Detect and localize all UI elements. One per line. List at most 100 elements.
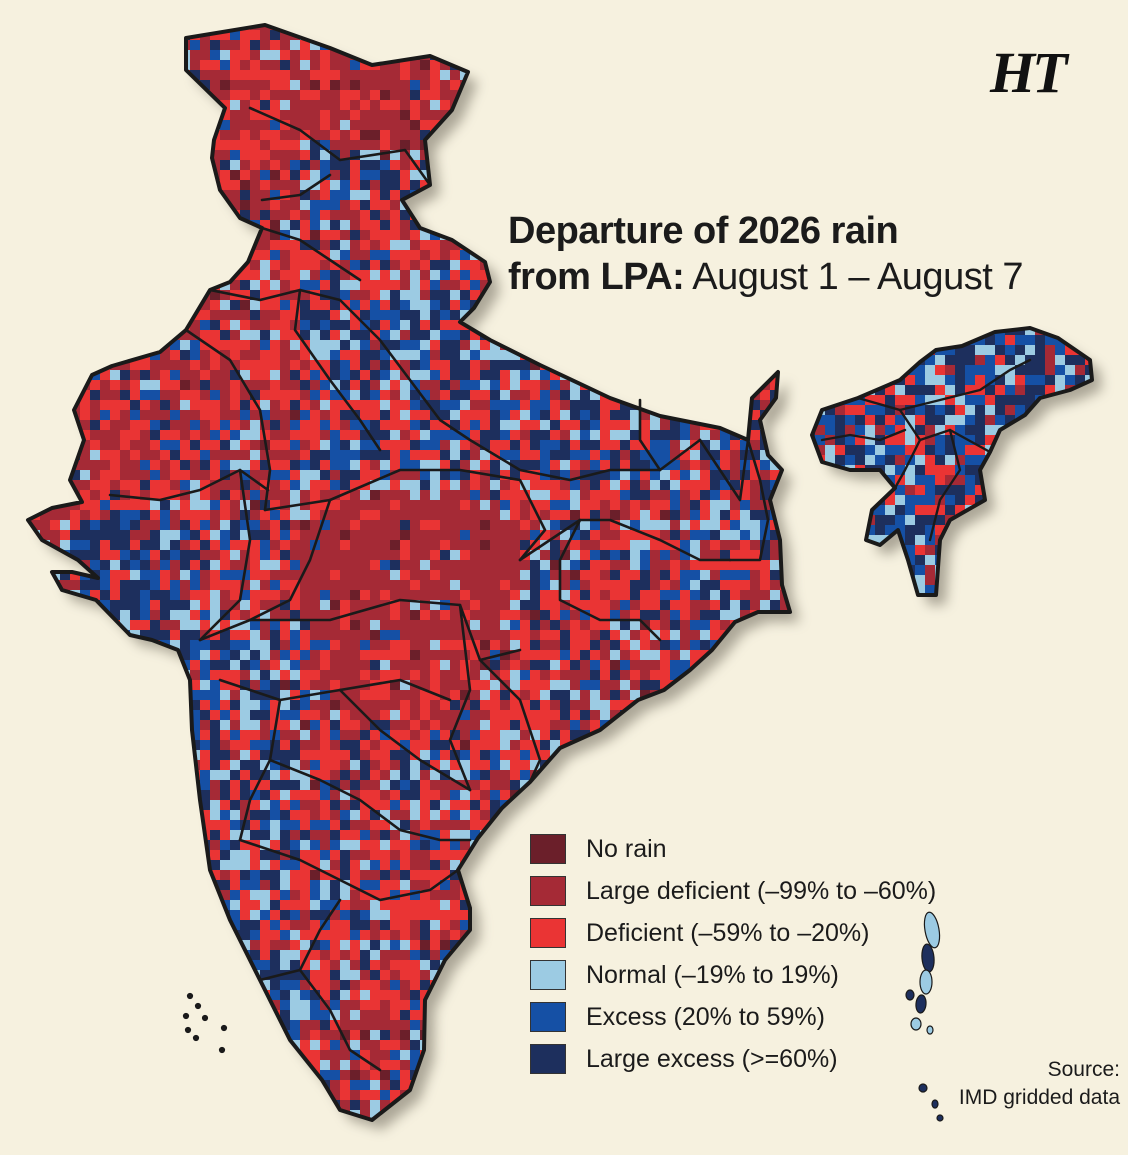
mainland-grid-cell bbox=[280, 640, 291, 651]
mainland-grid-cell bbox=[390, 590, 401, 601]
mainland-grid-cell bbox=[580, 330, 591, 341]
mainland-grid-cell bbox=[430, 570, 441, 581]
mainland-grid-cell bbox=[620, 460, 631, 471]
mainland-grid-cell bbox=[700, 430, 711, 441]
mainland-grid-cell bbox=[70, 480, 81, 491]
mainland-grid-cell bbox=[110, 610, 121, 621]
mainland-grid-cell bbox=[260, 470, 271, 481]
mainland-grid-cell bbox=[770, 130, 781, 141]
mainland-grid-cell bbox=[430, 450, 441, 461]
mainland-grid-cell bbox=[380, 25, 391, 31]
mainland-grid-cell bbox=[210, 60, 221, 71]
mainland-grid-cell bbox=[450, 550, 461, 561]
mainland-grid-cell bbox=[620, 590, 631, 601]
mainland-grid-cell bbox=[650, 120, 661, 131]
mainland-grid-cell bbox=[510, 640, 521, 651]
mainland-grid-cell bbox=[690, 360, 701, 371]
mainland-grid-cell bbox=[780, 360, 790, 371]
mainland-grid-cell bbox=[570, 90, 581, 101]
mainland-grid-cell bbox=[340, 100, 351, 111]
mainland-grid-cell bbox=[320, 560, 331, 571]
mainland-grid-cell bbox=[600, 160, 611, 171]
mainland-grid-cell bbox=[180, 390, 191, 401]
mainland-grid-cell bbox=[550, 320, 561, 331]
mainland-grid-cell bbox=[340, 520, 351, 531]
mainland-grid-cell bbox=[270, 520, 281, 531]
mainland-grid-cell bbox=[640, 300, 651, 311]
mainland-grid-cell bbox=[630, 50, 641, 61]
mainland-grid-cell bbox=[600, 310, 611, 321]
mainland-grid-cell bbox=[570, 110, 581, 121]
mainland-grid-cell bbox=[560, 25, 571, 31]
mainland-grid-cell bbox=[700, 60, 711, 71]
mainland-grid-cell bbox=[210, 500, 221, 511]
mainland-grid-cell bbox=[680, 560, 691, 571]
mainland-grid-cell bbox=[660, 330, 671, 341]
mainland-grid-cell bbox=[580, 480, 591, 491]
mainland-grid-cell bbox=[280, 510, 291, 521]
mainland-grid-cell bbox=[760, 460, 771, 471]
mainland-grid-cell bbox=[510, 360, 521, 371]
mainland-grid-cell bbox=[120, 190, 131, 201]
mainland-grid-cell bbox=[290, 630, 301, 641]
mainland-grid-cell bbox=[550, 390, 561, 401]
mainland-grid-cell bbox=[320, 100, 331, 111]
mainland-grid-cell bbox=[280, 580, 291, 591]
mainland-grid-cell bbox=[550, 550, 561, 561]
mainland-grid-cell bbox=[400, 210, 411, 221]
mainland-grid-cell bbox=[720, 110, 731, 121]
mainland-grid-cell bbox=[200, 200, 211, 211]
mainland-grid-cell bbox=[130, 480, 141, 491]
mainland-grid-cell bbox=[750, 500, 761, 511]
mainland-grid-cell bbox=[490, 370, 501, 381]
mainland-grid-cell bbox=[320, 310, 331, 321]
mainland-grid-cell bbox=[320, 480, 331, 491]
mainland-grid-cell bbox=[630, 610, 641, 621]
mainland-grid-cell bbox=[160, 500, 171, 511]
mainland-grid-cell bbox=[500, 310, 511, 321]
mainland-grid-cell bbox=[220, 430, 231, 441]
mainland-grid-cell bbox=[260, 360, 271, 371]
mainland-grid-cell bbox=[630, 130, 641, 141]
mainland-grid-cell bbox=[530, 140, 541, 151]
mainland-grid-cell bbox=[250, 30, 261, 41]
mainland-grid-cell bbox=[270, 370, 281, 381]
mainland-grid-cell bbox=[120, 380, 131, 391]
mainland-grid-cell bbox=[720, 540, 731, 551]
mainland-grid-cell bbox=[50, 620, 61, 631]
mainland-grid-cell bbox=[30, 470, 41, 481]
mainland-grid-cell bbox=[620, 30, 631, 41]
mainland-grid-cell bbox=[28, 350, 31, 361]
mainland-grid-cell bbox=[780, 140, 790, 151]
mainland-grid-cell bbox=[260, 90, 271, 101]
mainland-grid-cell bbox=[350, 390, 361, 401]
mainland-grid-cell bbox=[360, 610, 371, 621]
mainland-grid-cell bbox=[300, 300, 311, 311]
mainland-grid-cell bbox=[540, 140, 551, 151]
mainland-grid-cell bbox=[530, 100, 541, 111]
mainland-grid-cell bbox=[390, 370, 401, 381]
mainland-grid-cell bbox=[430, 330, 441, 341]
mainland-grid-cell bbox=[590, 170, 601, 181]
mainland-grid-cell bbox=[660, 90, 671, 101]
mainland-grid-cell bbox=[30, 560, 41, 571]
mainland-grid-cell bbox=[160, 450, 171, 461]
mainland-grid-cell bbox=[630, 380, 641, 391]
mainland-grid-cell bbox=[740, 50, 751, 61]
mainland-grid-cell bbox=[480, 640, 491, 651]
mainland-grid-cell bbox=[360, 280, 371, 291]
mainland-grid-cell bbox=[440, 640, 451, 651]
mainland-grid-cell bbox=[580, 510, 591, 521]
mainland-grid-cell bbox=[610, 520, 621, 531]
mainland-grid-cell bbox=[730, 60, 741, 71]
mainland-grid-cell bbox=[360, 270, 371, 281]
mainland-grid-cell bbox=[670, 60, 681, 71]
mainland-grid-cell bbox=[390, 310, 401, 321]
mainland-grid-cell bbox=[350, 300, 361, 311]
mainland-grid-cell bbox=[200, 480, 211, 491]
mainland-grid-cell bbox=[190, 260, 201, 271]
mainland-grid-cell bbox=[510, 650, 521, 661]
mainland-grid-cell bbox=[330, 480, 341, 491]
mainland-grid-cell bbox=[730, 490, 741, 501]
mainland-grid-cell bbox=[640, 550, 651, 561]
